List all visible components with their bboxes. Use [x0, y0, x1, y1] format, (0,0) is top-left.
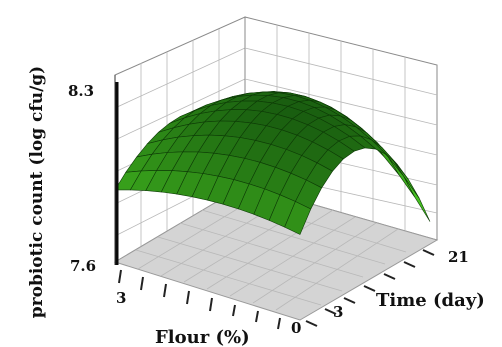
z-tick-label-top: 8.3 [68, 82, 94, 100]
surface-patch [403, 176, 431, 222]
z-tick-label-bottom: 7.6 [70, 257, 96, 275]
x-axis-ticks [118, 269, 281, 330]
surface-patch [392, 159, 420, 199]
y-axis-title: Time (day) [376, 290, 485, 311]
y-axis-ticks [305, 249, 435, 327]
y-tick-label-start: 3 [333, 303, 343, 321]
y-tick-label-end: 21 [448, 248, 469, 266]
surface-patch [388, 156, 415, 198]
z-axis-title: probiotic count (log cfu/g) [27, 66, 47, 318]
response-surface [114, 91, 431, 235]
x-tick-label-start: 3 [116, 289, 126, 307]
surface-patch [284, 201, 312, 235]
x-tick-label-end: 0 [291, 319, 301, 337]
x-axis-title: Flour (%) [155, 327, 250, 347]
